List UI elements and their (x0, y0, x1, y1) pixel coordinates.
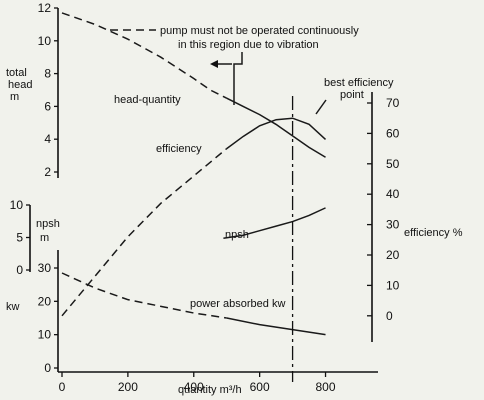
vibration-region-arrowhead (210, 60, 218, 68)
npsh-tick-label: 5 (16, 231, 23, 245)
npsh-axis-label-1: npsh (36, 218, 60, 230)
vibration-note-line-1: pump must not be operated continuously (160, 25, 359, 37)
head-tick-label: 4 (44, 132, 51, 146)
efficiency-series-label: efficiency (156, 143, 202, 155)
head-tick-label: 6 (44, 99, 51, 113)
head-axis-label-1: total (6, 67, 27, 79)
efficiency-curve-dashed (61, 148, 228, 317)
efficiency-tick-label: 10 (386, 278, 400, 292)
npsh-axis-label-2: m (40, 232, 49, 244)
efficiency-tick-label: 0 (386, 309, 393, 323)
power-axis-label: kw (6, 301, 20, 313)
npsh-tick-label: 10 (10, 198, 24, 212)
efficiency-curve (226, 117, 327, 150)
x-tick-label: 600 (250, 380, 270, 394)
vibration-note-bracket (233, 52, 243, 105)
power-tick-label: 20 (38, 294, 52, 308)
x-tick-label: 800 (316, 380, 336, 394)
x-tick-label: 200 (118, 380, 138, 394)
power-tick-label: 10 (38, 328, 52, 342)
head-quantity-series-label: head-quantity (114, 94, 181, 106)
efficiency-axis-label: efficiency % (404, 227, 463, 239)
power-absorbed-kw-curve (226, 317, 326, 336)
x-tick-label: 400 (184, 380, 204, 394)
efficiency-tick-label: 50 (386, 157, 400, 171)
head-tick-label: 2 (44, 165, 51, 179)
head-tick-label: 8 (44, 67, 51, 81)
bep-leader (315, 99, 327, 115)
head-axis-label-2: head (8, 79, 32, 91)
head-quantity-curve-dashed (61, 12, 228, 99)
npsh-curve (223, 207, 326, 240)
bep-label-line-2: point (340, 89, 364, 101)
vibration-note-line-2: in this region due to vibration (178, 39, 319, 51)
efficiency-tick-label: 30 (386, 218, 400, 232)
efficiency-tick-label: 40 (386, 187, 400, 201)
head-axis-label-3: m (10, 91, 19, 103)
power-series-label: power absorbed kw (190, 298, 285, 310)
power-tick-label: 0 (44, 361, 51, 375)
npsh-tick-label: 0 (16, 263, 23, 277)
efficiency-tick-label: 70 (386, 96, 400, 110)
head-quantity-curve (226, 97, 326, 158)
power-tick-label: 30 (38, 261, 52, 275)
efficiency-tick-label: 20 (386, 248, 400, 262)
power-absorbed-kw-curve-dashed (61, 272, 227, 319)
head-tick-label: 10 (38, 34, 52, 48)
head-tick-label: 12 (38, 1, 52, 15)
x-axis-label: quantity m³/h (178, 384, 242, 396)
npsh-series-label: npsh (225, 229, 249, 241)
efficiency-tick-label: 60 (386, 126, 400, 140)
bep-label-line-1: best efficiency (324, 77, 394, 89)
chart-marks: 0 200 400 600 800 2 4 6 8 10 12 0 5 10 0 10 20 30 0 10 20 30 4… (10, 1, 400, 394)
x-tick-label: 0 (59, 380, 66, 394)
